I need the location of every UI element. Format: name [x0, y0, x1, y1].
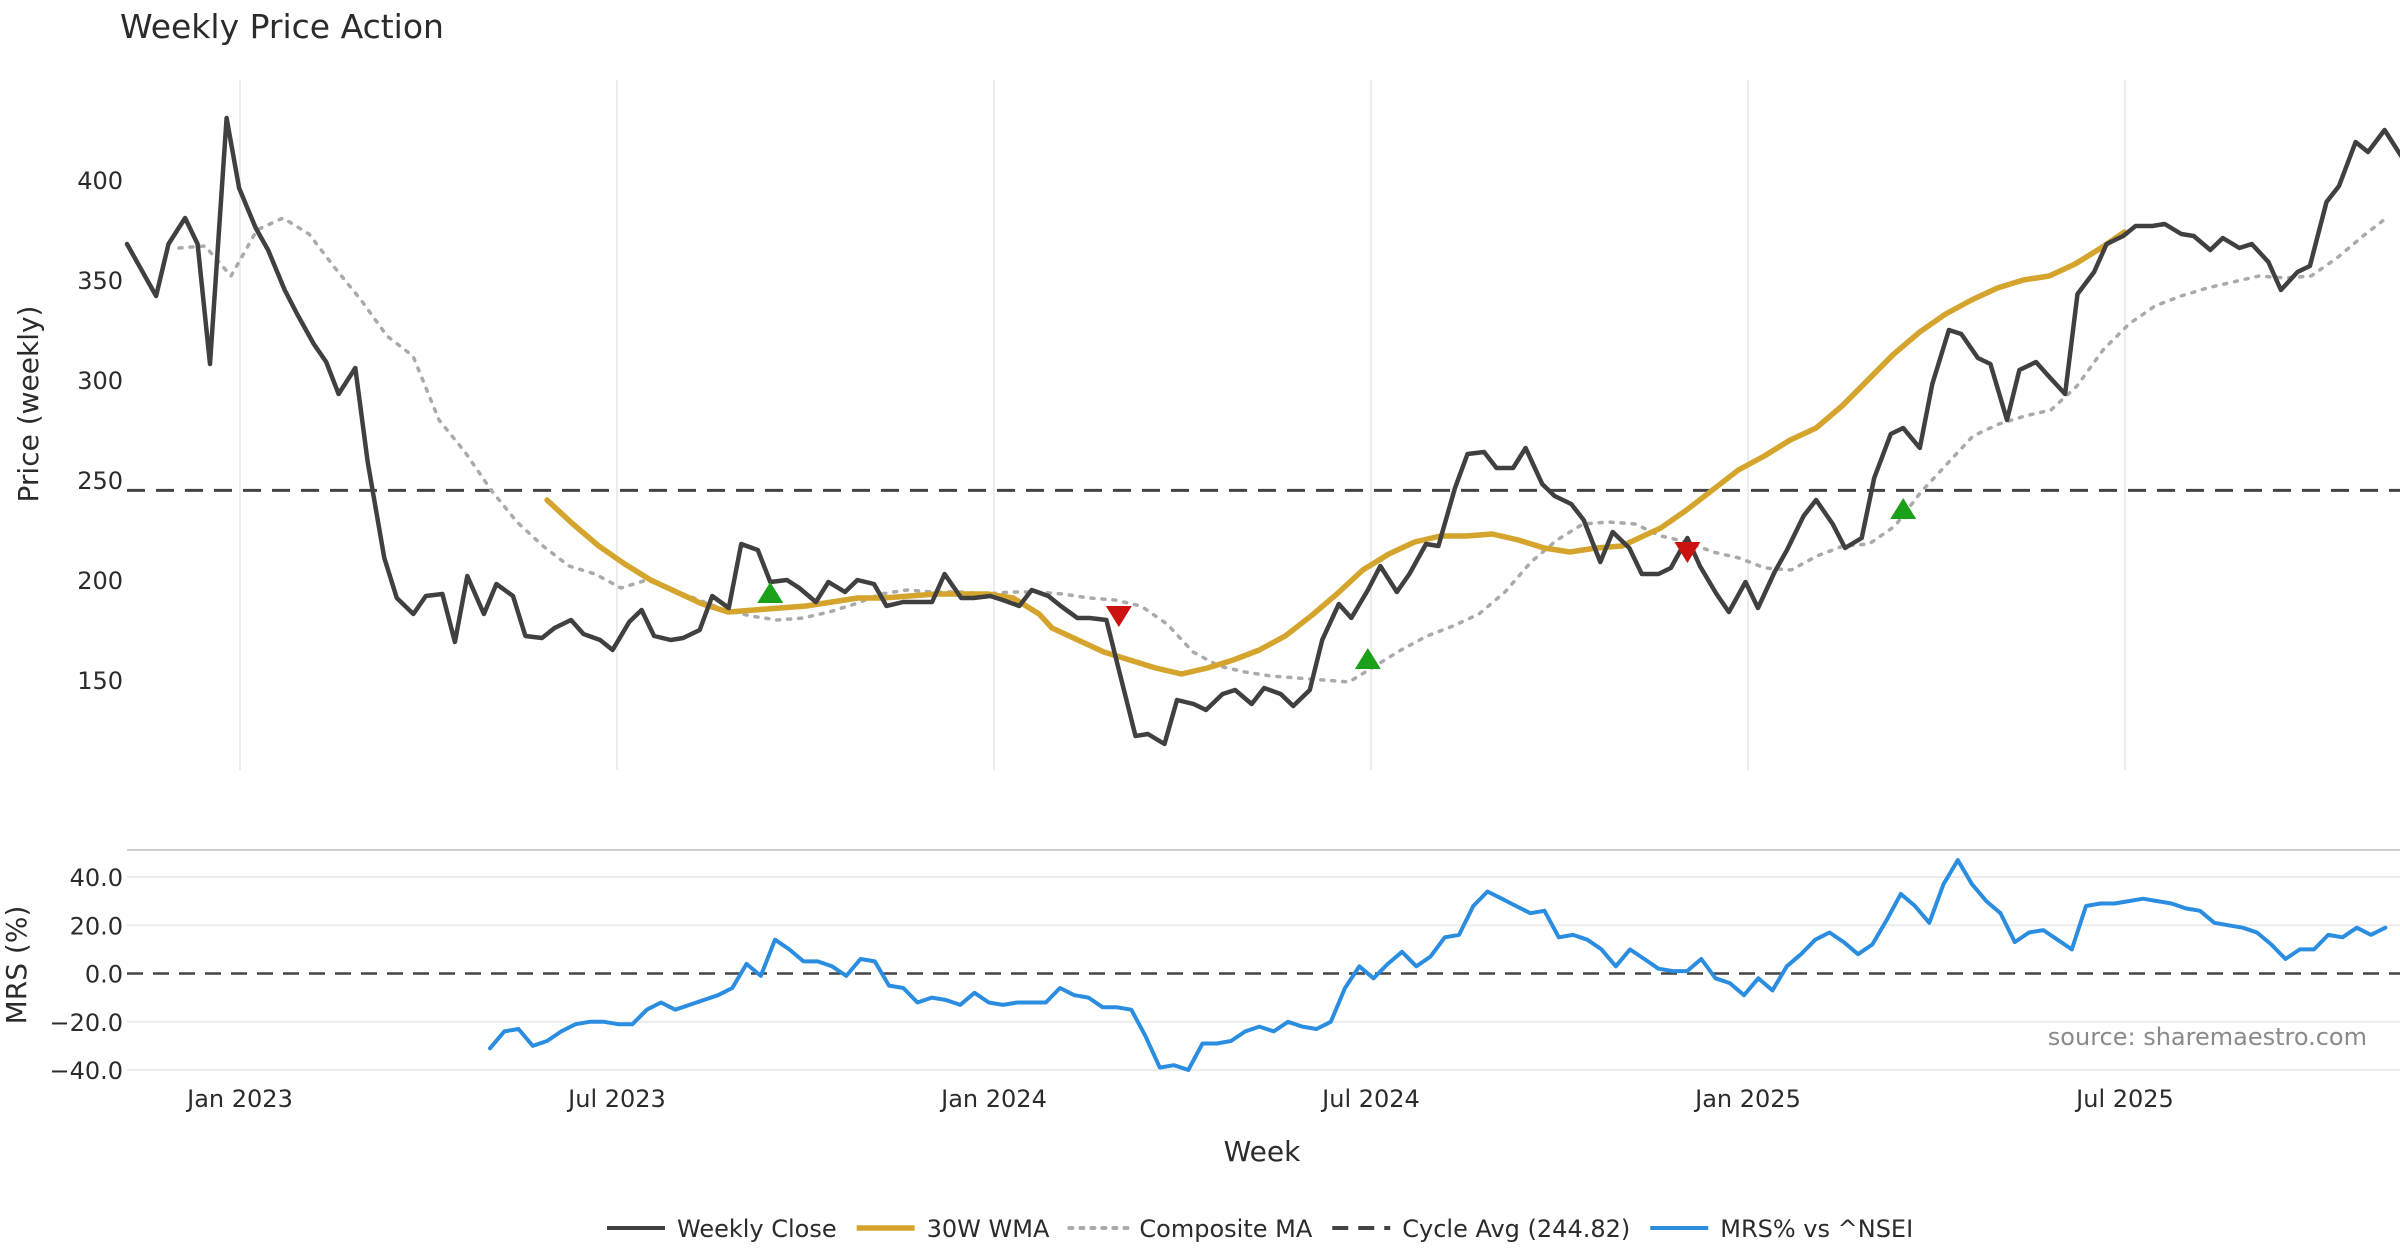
buy-signal-marker — [1890, 498, 1917, 519]
mrs-y-axis-label: MRS (%) — [0, 906, 33, 1025]
sell-signal-marker — [1674, 542, 1701, 563]
x-tick-label: Jul 2024 — [1320, 1085, 1420, 1113]
price-y-tick-label: 400 — [77, 167, 123, 195]
x-tick-label: Jul 2025 — [2074, 1085, 2174, 1113]
sell-signal-marker — [1105, 606, 1132, 627]
mrs-panel-series — [127, 858, 2400, 1072]
series-line-wma — [544, 229, 2128, 677]
mrs-y-tick-label: 0.0 — [85, 961, 123, 989]
series-line-close — [124, 115, 2400, 747]
legend-label-close: Weekly Close — [677, 1215, 837, 1243]
buy-signal-marker — [757, 582, 784, 603]
price-y-ticks: 150 200 250 300 350 400 — [77, 167, 123, 695]
x-tick-label: Jan 2023 — [185, 1085, 293, 1113]
price-y-tick-label: 300 — [77, 367, 123, 395]
x-tick-label: Jul 2023 — [566, 1085, 666, 1113]
source-note: source: sharemaestro.com — [2048, 1023, 2367, 1051]
legend-label-wma: 30W WMA — [927, 1215, 1050, 1243]
legend-label-mrs: MRS% vs ^NSEI — [1720, 1215, 1913, 1243]
price-y-tick-label: 250 — [77, 467, 123, 495]
mrs-y-tick-label: 20.0 — [70, 912, 123, 940]
chart-title: Weekly Price Action — [120, 7, 444, 46]
mrs-y-tick-label: −40.0 — [49, 1057, 123, 1085]
price-y-tick-label: 150 — [77, 667, 123, 695]
legend-label-composite: Composite MA — [1139, 1215, 1312, 1243]
buy-signal-marker — [1354, 648, 1381, 669]
mrs-y-tick-label: −20.0 — [49, 1009, 123, 1037]
price-y-tick-label: 350 — [77, 267, 123, 295]
price-panel-series — [124, 115, 2400, 747]
x-axis-label: Week — [1224, 1135, 1301, 1168]
mrs-y-ticks: 40.0 20.0 0.0 −20.0 −40.0 — [49, 864, 123, 1085]
mrs-panel-grid — [127, 849, 2400, 1071]
mrs-y-tick-label: 40.0 — [70, 864, 123, 892]
legend: Weekly Close 30W WMA Composite MA Cycle Avg… — [607, 1215, 1913, 1243]
series-line-composite — [177, 214, 2391, 684]
series-line-mrs — [488, 858, 2388, 1072]
price-y-tick-label: 200 — [77, 567, 123, 595]
legend-label-cycle: Cycle Avg (244.82) — [1402, 1215, 1630, 1243]
x-tick-label: Jan 2025 — [1693, 1085, 1801, 1113]
x-tick-label: Jan 2024 — [939, 1085, 1047, 1113]
price-y-axis-label: Price (weekly) — [12, 306, 45, 503]
price-panel-grid — [239, 80, 2126, 770]
x-axis-ticks: Jan 2023 Jul 2023 Jan 2024 Jul 2024 Jan 2025… — [185, 1085, 2174, 1113]
